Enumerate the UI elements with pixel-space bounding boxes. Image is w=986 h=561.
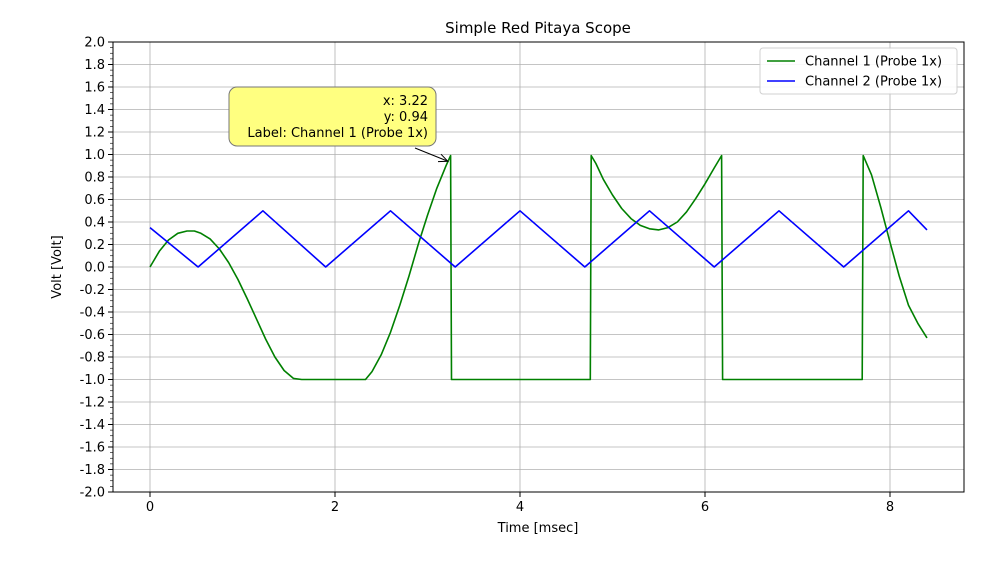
y-tick-label: -0.8 xyxy=(80,351,105,366)
x-tick-label: 2 xyxy=(331,500,339,515)
y-tick-label: -1.8 xyxy=(80,463,105,478)
y-tick-label: -2.0 xyxy=(80,486,105,501)
y-tick-label: -1.6 xyxy=(80,441,105,456)
annotation-arrowhead xyxy=(437,153,449,163)
axis-ticks: 0 2 4 6 8 -2.0 -1.8 -1.6 -1.4 -1.2 -1.0 -0.8 -0.6 -0.… xyxy=(80,36,895,516)
y-tick-label: 0.8 xyxy=(84,171,105,186)
series-layer xyxy=(149,154,928,381)
series-line-2 xyxy=(149,210,928,268)
series-line-1 xyxy=(149,154,928,381)
x-tick-label: 4 xyxy=(516,500,524,515)
y-tick-label: 0.6 xyxy=(84,193,105,208)
y-tick-label: 1.8 xyxy=(84,58,105,73)
y-tick-label: 1.0 xyxy=(84,148,105,163)
y-tick-label: -0.2 xyxy=(80,283,105,298)
x-tick-label: 8 xyxy=(886,500,894,515)
annotation-arrow xyxy=(414,147,449,162)
y-tick-label: 1.6 xyxy=(84,81,105,96)
y-axis-label: Volt [Volt] xyxy=(50,235,65,298)
chart-title: Simple Red Pitaya Scope xyxy=(445,19,631,37)
y-tick-label: 0.4 xyxy=(84,216,105,231)
y-tick-label: 0.0 xyxy=(84,261,105,276)
y-tick-label: 0.2 xyxy=(84,238,105,253)
legend: Channel 1 (Probe 1x) Channel 2 (Probe 1x) xyxy=(759,47,958,95)
y-tick-label: -0.6 xyxy=(80,328,105,343)
y-tick-label: -0.4 xyxy=(80,306,105,321)
annotation-box xyxy=(228,86,437,147)
x-tick-label: 6 xyxy=(701,500,709,515)
annotation-line: Label: Channel 1 (Probe 1x) xyxy=(247,126,428,141)
y-tick-label: 1.2 xyxy=(84,126,105,141)
y-tick-label: -1.4 xyxy=(80,418,105,433)
legend-frame xyxy=(759,47,958,95)
y-tick-label: 2.0 xyxy=(84,36,105,51)
annotation-line: y: 0.94 xyxy=(384,110,428,125)
x-tick-label: 0 xyxy=(146,500,154,515)
x-axis-label: Time [msec] xyxy=(497,521,579,536)
legend-label: Channel 2 (Probe 1x) xyxy=(805,75,942,90)
y-tick-label: 1.4 xyxy=(84,103,105,118)
y-tick-label: -1.2 xyxy=(80,396,105,411)
annotation-line: x: 3.22 xyxy=(383,94,428,109)
legend-label: Channel 1 (Probe 1x) xyxy=(805,55,942,70)
plot-frame xyxy=(112,41,965,493)
y-tick-label: -1.0 xyxy=(80,373,105,388)
